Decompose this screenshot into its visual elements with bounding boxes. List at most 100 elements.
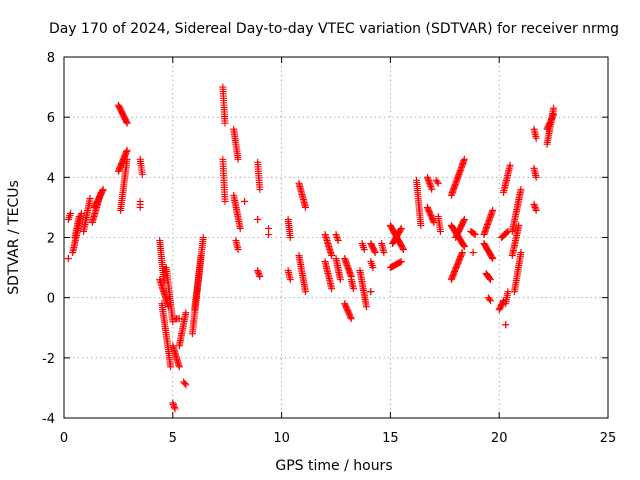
data-point bbox=[434, 179, 442, 187]
y-tick-label: 4 bbox=[47, 171, 55, 186]
data-point bbox=[234, 155, 242, 163]
y-tick-label: -2 bbox=[42, 352, 55, 367]
data-point bbox=[75, 212, 83, 220]
data-point bbox=[197, 252, 205, 260]
data-point bbox=[138, 170, 146, 178]
y-tick-label: 8 bbox=[47, 51, 55, 66]
y-tick-label: 6 bbox=[47, 111, 55, 126]
data-point bbox=[334, 237, 342, 245]
x-tick-label: 5 bbox=[169, 431, 177, 446]
data-point bbox=[86, 194, 94, 202]
data-point bbox=[517, 185, 525, 193]
data-point bbox=[436, 227, 444, 235]
data-point bbox=[399, 246, 407, 254]
data-point bbox=[369, 264, 377, 272]
data-point bbox=[167, 363, 175, 371]
data-point bbox=[286, 276, 294, 284]
data-point bbox=[123, 118, 131, 126]
data-point bbox=[182, 381, 190, 389]
data-point bbox=[371, 249, 379, 257]
data-point bbox=[182, 309, 190, 317]
data-point bbox=[67, 209, 75, 217]
data-point bbox=[489, 255, 497, 263]
plot-frame bbox=[63, 56, 609, 419]
x-tick-label: 20 bbox=[491, 431, 508, 446]
y-tick-labels: -4 -2 0 2 4 6 8 bbox=[42, 51, 55, 427]
data-point bbox=[286, 234, 294, 241]
data-point bbox=[221, 197, 229, 205]
data-point bbox=[460, 155, 468, 163]
data-point bbox=[64, 255, 72, 263]
data-point bbox=[428, 185, 436, 193]
y-tick-label: 2 bbox=[47, 232, 55, 247]
data-point bbox=[485, 295, 493, 303]
data-point bbox=[256, 185, 264, 193]
data-point bbox=[397, 224, 405, 232]
data-point bbox=[347, 315, 355, 323]
data-point bbox=[123, 146, 131, 154]
y-tick-label: -4 bbox=[42, 412, 55, 427]
data-point bbox=[504, 288, 512, 296]
data-point bbox=[328, 252, 336, 260]
data-point bbox=[328, 285, 336, 293]
data-point bbox=[181, 379, 189, 387]
data-point bbox=[362, 303, 370, 311]
data-point bbox=[470, 230, 478, 238]
data-point bbox=[486, 297, 494, 305]
data-point bbox=[171, 405, 179, 413]
data-points bbox=[64, 83, 558, 413]
data-point bbox=[469, 249, 477, 257]
data-point bbox=[460, 243, 468, 251]
data-point bbox=[199, 234, 207, 241]
data-point bbox=[517, 249, 525, 257]
data-point bbox=[123, 155, 131, 163]
chart-title: Day 170 of 2024, Sidereal Day-to-day VTE… bbox=[49, 21, 619, 37]
data-point bbox=[458, 249, 466, 257]
data-point bbox=[175, 363, 183, 371]
data-point bbox=[399, 244, 407, 252]
data-point bbox=[175, 315, 183, 323]
data-point bbox=[254, 215, 262, 223]
data-point bbox=[236, 224, 244, 232]
data-point bbox=[347, 313, 355, 321]
x-tick-label: 15 bbox=[382, 431, 399, 446]
data-point bbox=[532, 173, 540, 181]
data-point bbox=[502, 229, 510, 237]
x-tick-label: 25 bbox=[600, 431, 617, 446]
data-point bbox=[99, 187, 107, 195]
data-point bbox=[99, 185, 107, 193]
data-point bbox=[502, 321, 510, 329]
data-point bbox=[360, 246, 368, 254]
data-point bbox=[486, 276, 494, 284]
data-point bbox=[460, 215, 468, 223]
data-point bbox=[380, 249, 388, 257]
data-point bbox=[550, 104, 558, 112]
data-point bbox=[256, 273, 264, 281]
data-point bbox=[371, 247, 379, 255]
data-point bbox=[460, 217, 468, 225]
data-point bbox=[397, 226, 405, 234]
y-axis-label: SDTVAR / TECUs bbox=[6, 180, 22, 295]
data-point bbox=[136, 203, 144, 211]
data-point bbox=[302, 203, 310, 211]
data-point bbox=[265, 224, 273, 232]
data-point bbox=[367, 288, 375, 296]
data-point bbox=[336, 276, 344, 284]
x-tick-labels: 0 5 10 15 20 25 bbox=[60, 431, 616, 446]
data-point bbox=[532, 134, 540, 142]
data-point bbox=[417, 221, 425, 229]
data-point bbox=[486, 275, 494, 283]
data-point bbox=[397, 258, 405, 266]
data-point bbox=[506, 161, 514, 169]
data-point bbox=[433, 178, 441, 186]
x-tick-label: 10 bbox=[273, 431, 290, 446]
data-point bbox=[515, 221, 523, 229]
x-axis-label: GPS time / hours bbox=[275, 458, 392, 474]
data-point bbox=[302, 288, 310, 296]
data-point bbox=[460, 241, 468, 249]
data-point bbox=[549, 112, 557, 120]
data-point bbox=[241, 197, 249, 205]
data-point bbox=[503, 228, 511, 236]
data-point bbox=[234, 246, 242, 254]
